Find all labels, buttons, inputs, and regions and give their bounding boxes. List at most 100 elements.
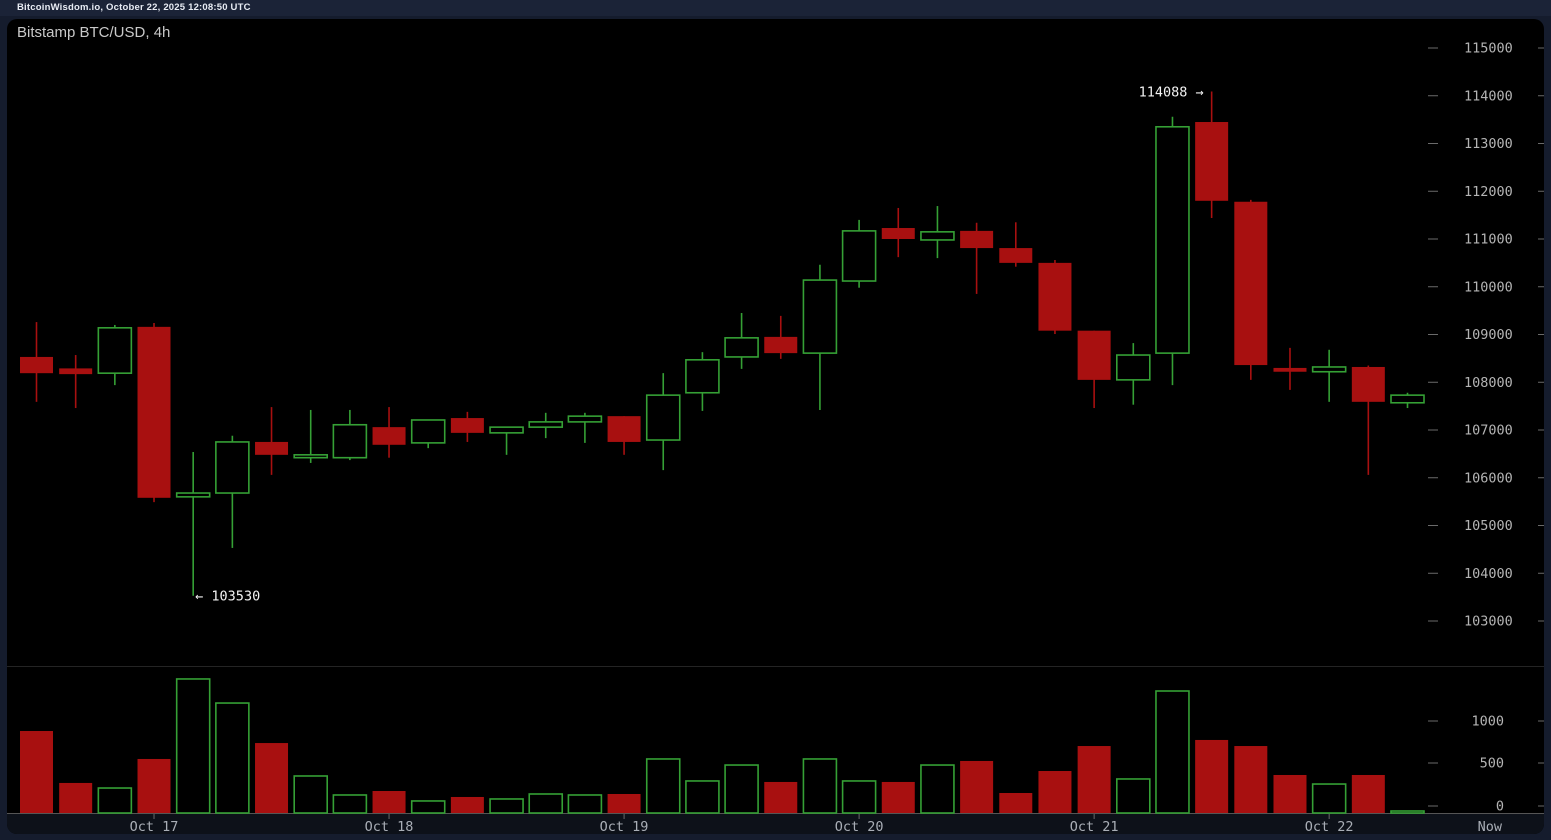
- volume-bar: [1273, 774, 1307, 813]
- candle-body: [1195, 122, 1229, 201]
- chart-panel: Bitstamp BTC/USD, 4h 115000 114000 113000 1…: [7, 19, 1544, 834]
- volume-bar: [175, 678, 211, 814]
- status-bar: BitcoinWisdom.io, October 22, 2025 12:08…: [0, 0, 1551, 16]
- candle-body: [1038, 262, 1072, 331]
- volume-bar: [293, 775, 328, 814]
- volume-bar: [450, 796, 484, 813]
- x-axis-day-label: Oct 21: [1070, 819, 1119, 834]
- volume-bar: [1195, 739, 1229, 813]
- price-tick-label: 109000: [1464, 327, 1513, 343]
- volume-bar: [960, 760, 994, 813]
- volume-bar: [528, 793, 564, 814]
- price-tick-label: 115000: [1464, 41, 1513, 57]
- volume-bar: [645, 758, 681, 814]
- price-tick-label: 111000: [1464, 232, 1513, 248]
- x-axis-day-label: Oct 17: [130, 819, 179, 834]
- volume-bar: [881, 781, 915, 813]
- candlestick-chart[interactable]: 115000 114000 113000 112000 111000 110000 1090…: [7, 19, 1544, 834]
- candle-body: [372, 427, 406, 445]
- candle-body: [1077, 330, 1111, 380]
- candle-body: [528, 421, 564, 428]
- price-tick-label: 103000: [1464, 614, 1513, 630]
- volume-bar: [1155, 690, 1190, 814]
- x-axis-day-label: Oct 19: [600, 819, 649, 834]
- candle-body: [489, 426, 524, 434]
- volume-tick-label: 500: [1480, 756, 1504, 772]
- volume-bar: [1038, 771, 1072, 813]
- low-price-annotation: ← 103530: [195, 589, 260, 605]
- chart-title: Bitstamp BTC/USD, 4h: [17, 24, 171, 41]
- volume-bar: [410, 800, 446, 814]
- volume-bar: [1115, 778, 1151, 814]
- volume-tick-label: 1000: [1471, 714, 1504, 730]
- price-tick-label: 108000: [1464, 375, 1513, 391]
- high-price-annotation: 114088 →: [1139, 85, 1204, 101]
- candle-body: [802, 279, 838, 354]
- candle-body: [1311, 366, 1347, 373]
- x-axis-day-label: Oct 18: [365, 819, 414, 834]
- candle-body: [1155, 125, 1190, 354]
- volume-bar: [255, 743, 289, 813]
- price-tick-label: 107000: [1464, 423, 1513, 439]
- volume-bar: [215, 702, 250, 814]
- candle-body: [215, 441, 250, 494]
- price-tick-label: 106000: [1464, 470, 1513, 486]
- price-tick-label: 110000: [1464, 279, 1513, 295]
- candle-body: [20, 356, 53, 374]
- candle-body: [332, 423, 368, 459]
- candle-body: [293, 454, 328, 459]
- price-tick-label: 114000: [1464, 88, 1513, 104]
- x-axis-day-label: Oct 20: [835, 819, 884, 834]
- volume-bar: [59, 782, 93, 813]
- price-tick-label: 112000: [1464, 184, 1513, 200]
- volume-bar: [567, 794, 603, 814]
- candle-body: [175, 492, 211, 498]
- candle-body: [410, 419, 446, 444]
- volume-bar: [802, 758, 838, 814]
- candle-body: [607, 416, 641, 442]
- volume-bar: [137, 758, 171, 813]
- now-label: Now: [1478, 819, 1503, 834]
- candle-body: [841, 230, 877, 282]
- price-tick-label: 113000: [1464, 136, 1513, 152]
- candle-body: [645, 394, 681, 441]
- candle-body: [97, 327, 133, 374]
- candle-body: [1115, 354, 1151, 381]
- price-tick-label: 105000: [1464, 518, 1513, 534]
- volume-bar: [685, 780, 720, 814]
- x-axis-day-label: Oct 22: [1305, 819, 1354, 834]
- x-axis-strip: [7, 814, 1544, 834]
- volume-bar: [332, 794, 368, 814]
- volume-bar: [97, 787, 133, 814]
- candle-body: [960, 230, 994, 249]
- volume-bar: [999, 792, 1033, 813]
- volume-bar: [607, 793, 641, 813]
- candle-body: [685, 359, 720, 394]
- volume-bar: [372, 791, 406, 813]
- candle-body: [1273, 367, 1307, 372]
- volume-bar: [1390, 810, 1425, 814]
- volume-bar: [1311, 783, 1347, 814]
- volume-bar: [1234, 746, 1268, 813]
- candle-body: [1390, 394, 1425, 404]
- volume-tick-label: 0: [1496, 799, 1504, 815]
- candle-body: [1234, 201, 1268, 366]
- candle-body: [764, 336, 798, 354]
- candle-body: [255, 441, 289, 455]
- volume-bar: [20, 731, 53, 813]
- candle-body: [920, 231, 955, 241]
- candle-body: [881, 228, 915, 239]
- candle-body: [724, 337, 759, 358]
- volume-bar: [724, 764, 759, 814]
- price-tick-label: 104000: [1464, 566, 1513, 582]
- volume-bar: [764, 781, 798, 813]
- volume-bar: [1351, 774, 1385, 813]
- volume-bar: [489, 798, 524, 814]
- candle-body: [137, 326, 171, 498]
- candle-body: [59, 368, 93, 375]
- status-bar-text: BitcoinWisdom.io, October 22, 2025 12:08…: [17, 2, 251, 13]
- candle-body: [999, 248, 1033, 263]
- candle-body: [567, 415, 603, 423]
- candle-body: [1351, 366, 1385, 402]
- candle-body: [450, 418, 484, 433]
